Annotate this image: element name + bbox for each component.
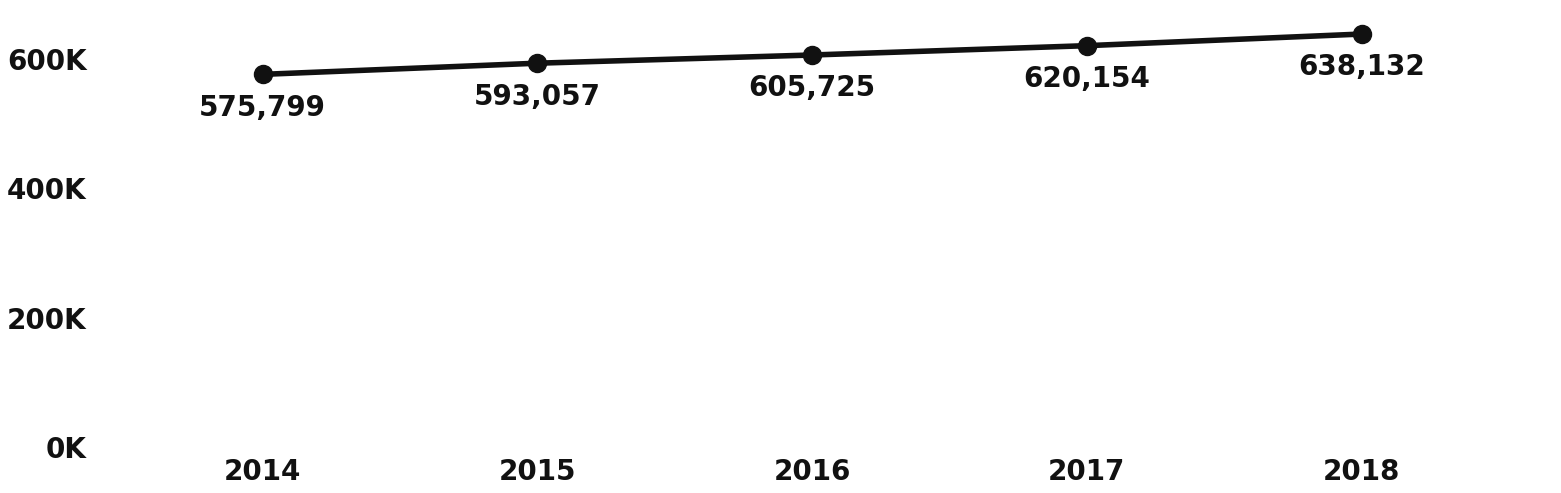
- Text: 593,057: 593,057: [475, 83, 601, 110]
- Text: 575,799: 575,799: [200, 94, 326, 122]
- Text: 605,725: 605,725: [749, 74, 876, 103]
- Text: 620,154: 620,154: [1024, 65, 1150, 93]
- Text: 638,132: 638,132: [1299, 53, 1425, 81]
